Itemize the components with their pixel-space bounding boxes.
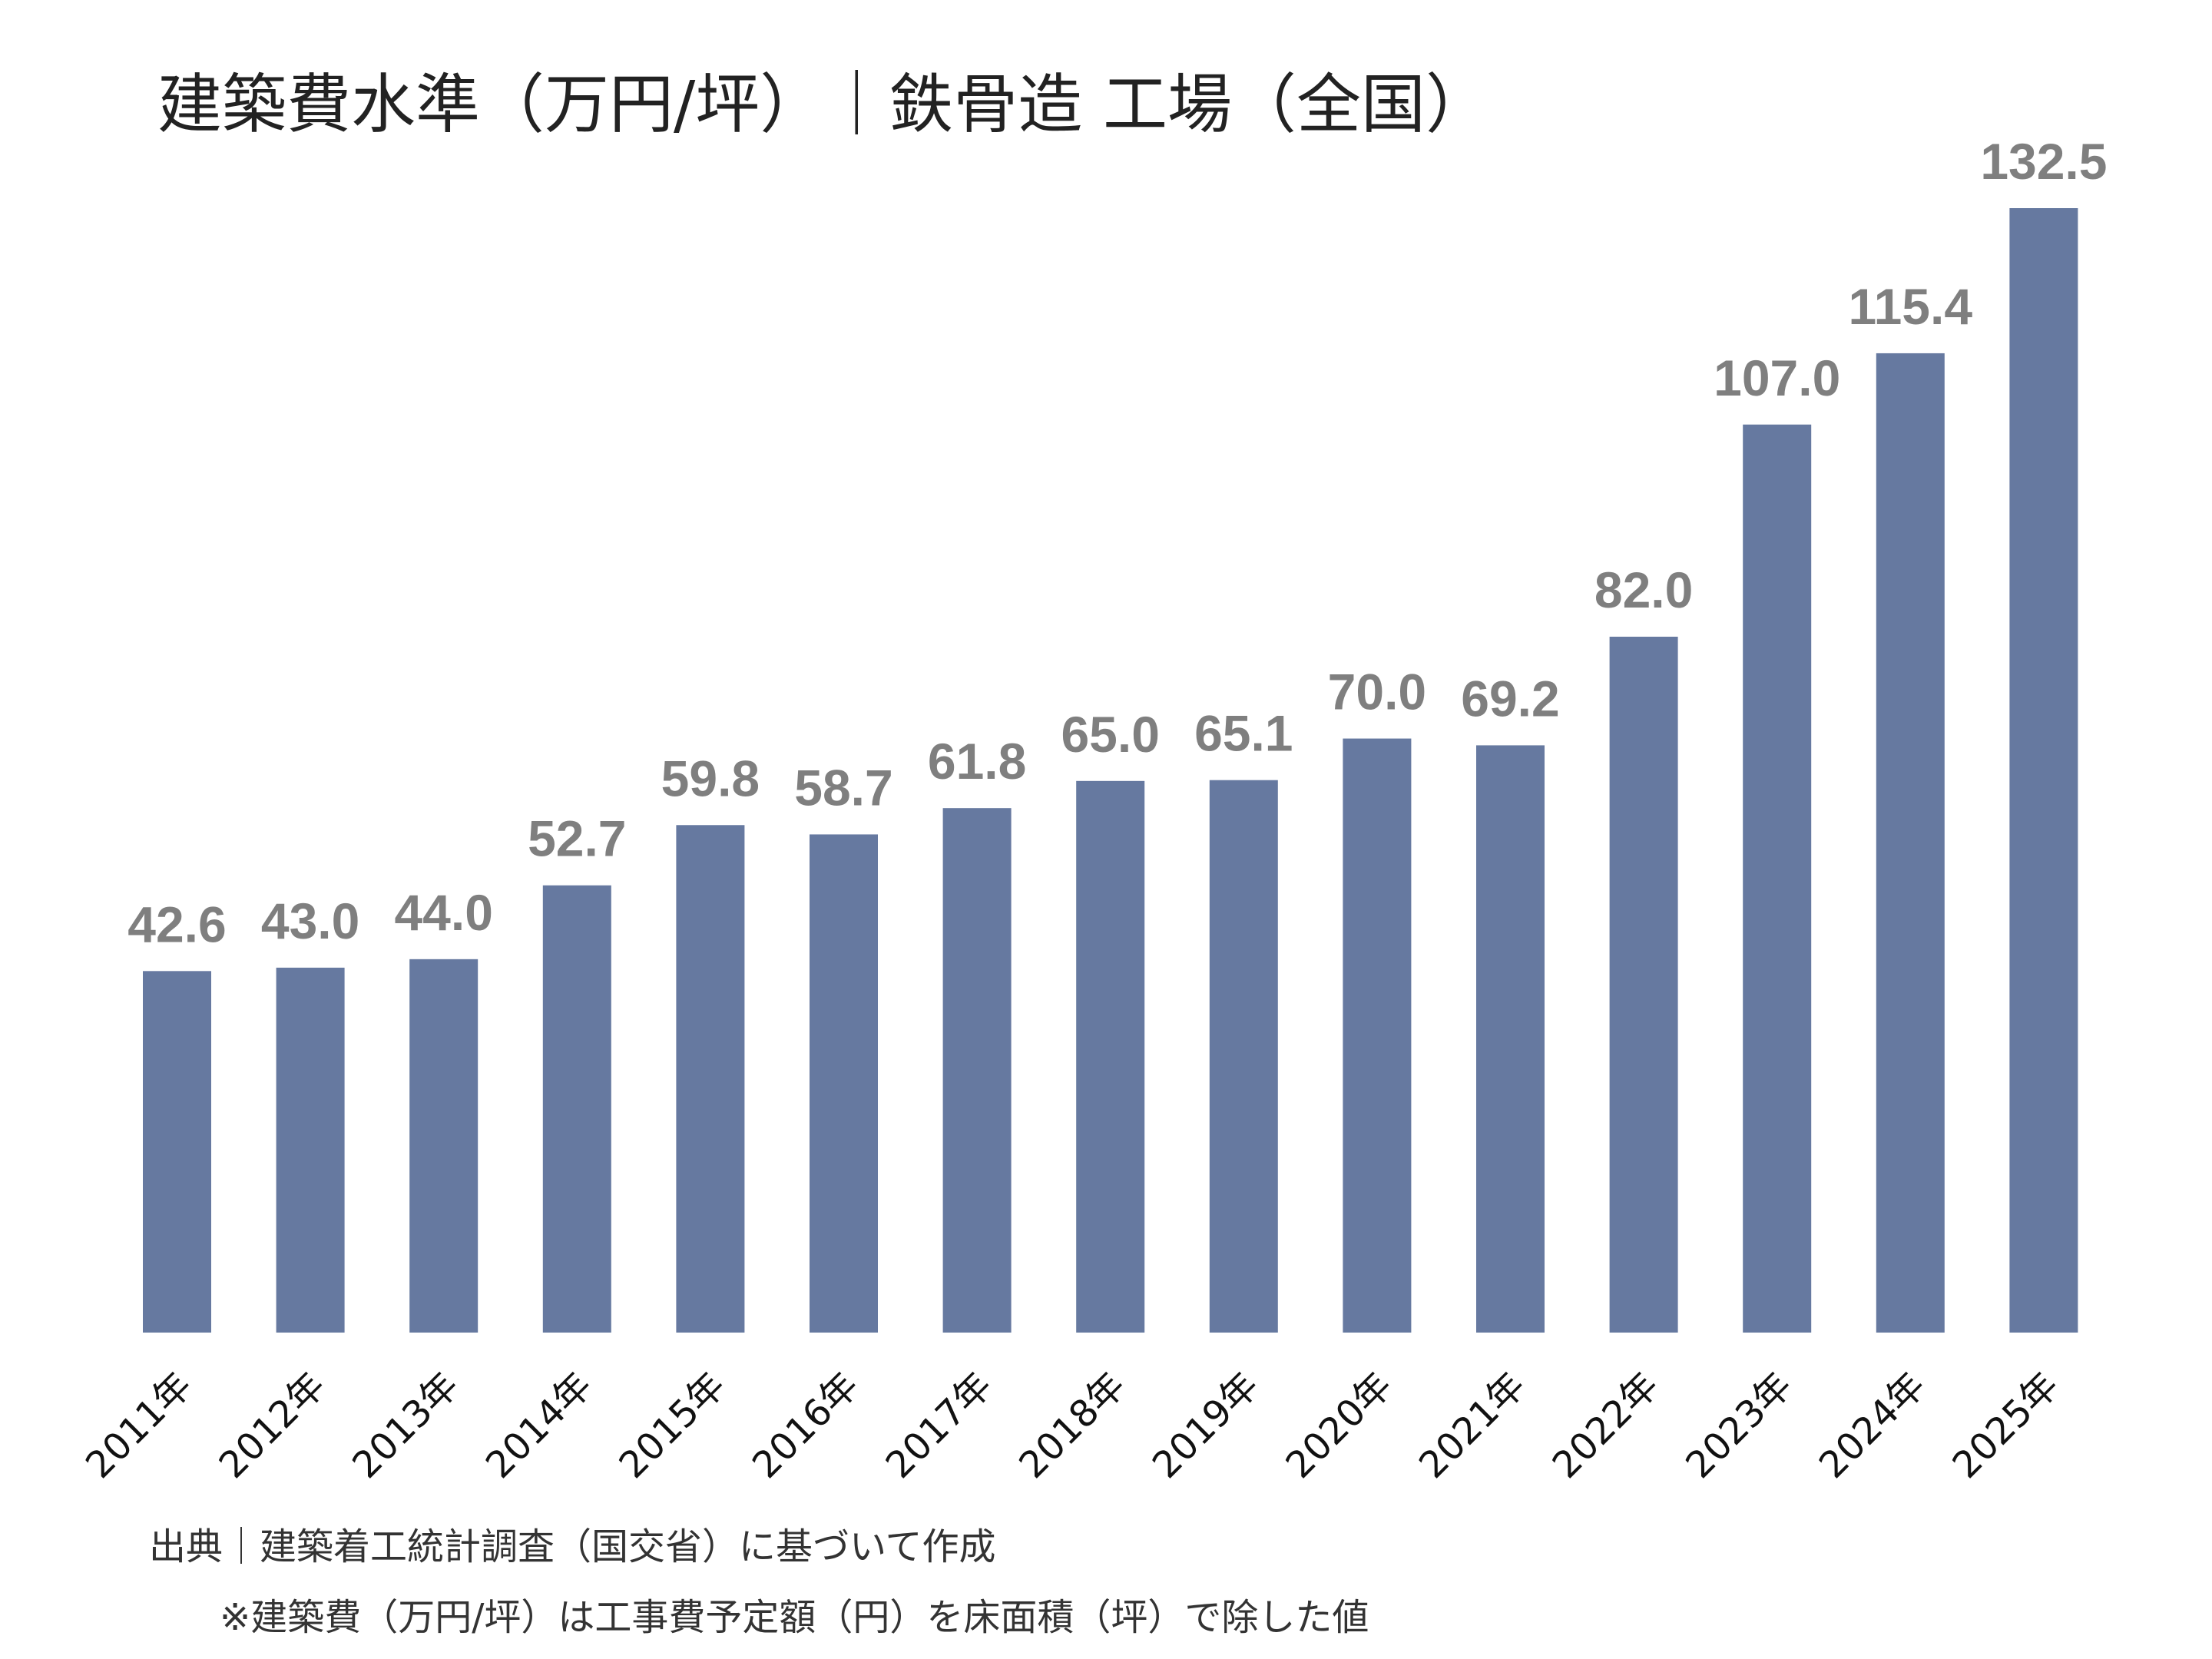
- bar-2013年: [409, 959, 478, 1333]
- x-tick-label: 2025年: [1944, 1364, 2067, 1487]
- data-label: 43.0: [261, 892, 359, 949]
- data-label: 58.7: [794, 759, 892, 816]
- bar-2023年: [1743, 424, 1812, 1333]
- data-label: 61.8: [928, 733, 1026, 790]
- data-label: 59.8: [661, 750, 760, 806]
- x-tick-label: 2022年: [1545, 1364, 1667, 1487]
- bar-2025年: [2009, 208, 2078, 1333]
- data-label: 42.6: [127, 896, 226, 952]
- bar-2012年: [276, 967, 345, 1333]
- data-label: 115.4: [1849, 278, 1973, 335]
- x-tick-label: 2011年: [78, 1364, 200, 1487]
- bar-2017年: [942, 808, 1012, 1333]
- bar-2014年: [542, 885, 611, 1333]
- x-tick-label: 2020年: [1277, 1364, 1400, 1487]
- data-label: 52.7: [528, 810, 626, 867]
- data-label: 65.1: [1194, 705, 1293, 762]
- chart-title: 建築費水準（万円/坪）｜鉄骨造 工場（全国）: [157, 67, 1490, 142]
- bars: [143, 208, 2078, 1333]
- bar-2011年: [143, 971, 211, 1333]
- bar-2021年: [1476, 745, 1545, 1333]
- x-tick-label: 2013年: [344, 1364, 467, 1487]
- source-note: 出典｜建築着工統計調査（国交省）に基づいて作成: [149, 1525, 996, 1568]
- bar-2015年: [676, 825, 745, 1333]
- x-tick-label: 2015年: [611, 1364, 733, 1487]
- x-tick-label: 2024年: [1811, 1364, 1934, 1487]
- data-label: 82.0: [1594, 561, 1693, 618]
- x-tick-label: 2014年: [478, 1364, 601, 1487]
- x-tick-label: 2016年: [744, 1364, 867, 1487]
- bar-2019年: [1209, 780, 1278, 1333]
- x-tick-label: 2018年: [1011, 1364, 1134, 1487]
- x-tick-label: 2023年: [1677, 1364, 1800, 1487]
- x-tick-label: 2017年: [878, 1364, 1001, 1487]
- data-label: 65.0: [1061, 706, 1159, 763]
- definition-note: ※建築費（万円/坪）は工事費予定額（円）を床面積（坪）で除した値: [220, 1596, 1369, 1639]
- x-tick-label: 2019年: [1144, 1364, 1267, 1487]
- x-axis-ticks: 2011年 2012年 2013年 2014年 2015年 2016年 2017年 2018年…: [78, 1364, 2067, 1487]
- data-label: 107.0: [1714, 349, 1840, 406]
- data-label: 132.5: [1980, 133, 2107, 190]
- bar-2024年: [1876, 353, 1945, 1333]
- data-labels: 42.6 43.0 44.0 52.7 59.8 58.7 61.8 65.0 65.1 70.0…: [127, 133, 2107, 952]
- bar-2018年: [1076, 780, 1145, 1333]
- data-label: 69.2: [1461, 670, 1559, 727]
- data-label: 70.0: [1328, 664, 1426, 720]
- data-label: 44.0: [394, 884, 492, 941]
- bar-2020年: [1343, 738, 1412, 1333]
- bar-2016年: [810, 834, 878, 1333]
- x-tick-label: 2012年: [211, 1364, 334, 1487]
- x-tick-label: 2021年: [1411, 1364, 1534, 1487]
- bar-2022年: [1609, 636, 1678, 1333]
